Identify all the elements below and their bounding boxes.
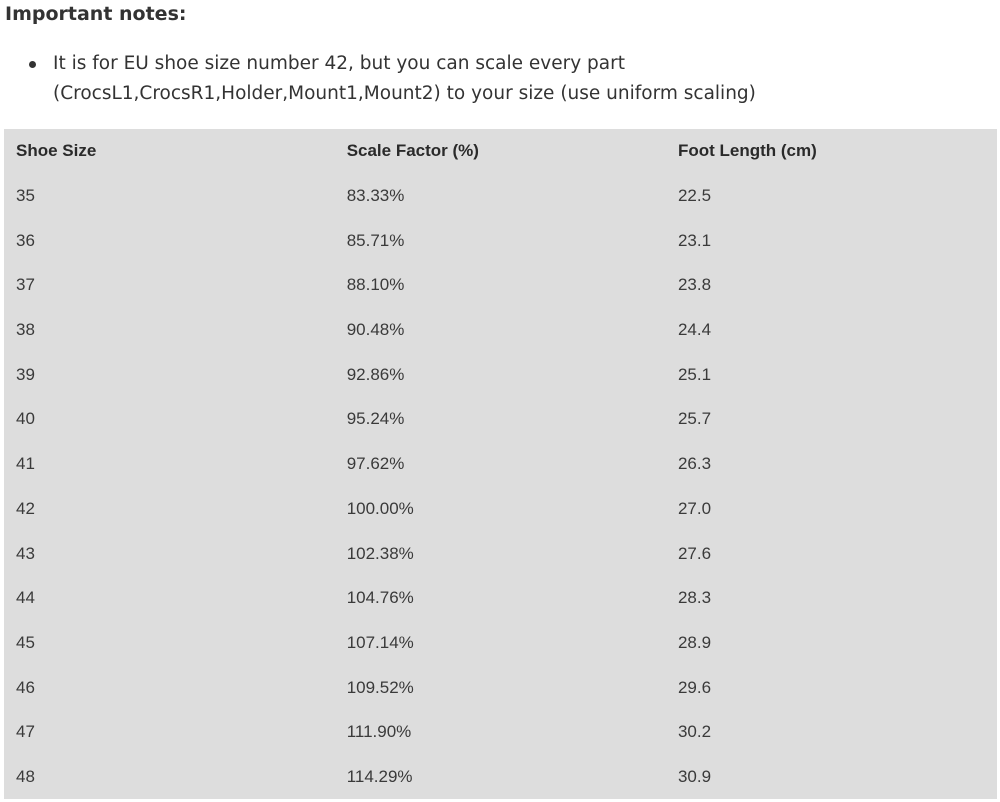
cell-shoe-size: 35 [16, 186, 35, 206]
cell-foot-length: 22.5 [677, 186, 712, 206]
cell-shoe-size: 45 [16, 632, 35, 652]
cell-foot-length: 28.9 [677, 632, 712, 652]
cell-shoe-size: 37 [16, 275, 35, 295]
notes-title: Important notes: [5, 3, 187, 25]
table-row: 38 90.48% 24.4 [4, 308, 997, 353]
cell-shoe-size: 46 [16, 677, 35, 697]
table-row: 37 88.10% 23.8 [4, 263, 997, 308]
cell-foot-length: 25.1 [677, 364, 712, 384]
cell-scale-factor: 92.86% [346, 364, 405, 384]
table-row: 35 83.33% 22.5 [4, 174, 997, 219]
cell-foot-length: 23.1 [677, 230, 712, 250]
cell-shoe-size: 40 [16, 409, 35, 429]
cell-shoe-size: 42 [16, 498, 35, 518]
table-row: 46 109.52% 29.6 [4, 665, 997, 710]
table-row: 44 104.76% 28.3 [4, 576, 997, 621]
cell-shoe-size: 48 [16, 766, 35, 786]
table-row: 45 107.14% 28.9 [4, 621, 997, 666]
cell-shoe-size: 38 [16, 320, 35, 340]
header-foot-length: Foot Length (cm) [677, 141, 817, 161]
cell-foot-length: 27.0 [677, 498, 712, 518]
table-row: 39 92.86% 25.1 [4, 352, 997, 397]
cell-shoe-size: 41 [16, 454, 35, 474]
cell-scale-factor: 90.48% [346, 320, 405, 340]
header-scale-factor: Scale Factor (%) [346, 141, 479, 161]
cell-scale-factor: 109.52% [346, 677, 414, 697]
table-row: 47 111.90% 30.2 [4, 710, 997, 755]
table-row: 41 97.62% 26.3 [4, 442, 997, 487]
cell-shoe-size: 47 [16, 722, 35, 742]
cell-shoe-size: 36 [16, 230, 35, 250]
cell-foot-length: 23.8 [677, 275, 712, 295]
header-shoe-size: Shoe Size [16, 141, 97, 161]
cell-scale-factor: 83.33% [346, 186, 405, 206]
cell-scale-factor: 104.76% [346, 588, 414, 608]
cell-scale-factor: 100.00% [346, 498, 414, 518]
cell-foot-length: 30.2 [677, 722, 712, 742]
cell-scale-factor: 107.14% [346, 632, 414, 652]
table-row: 36 85.71% 23.1 [4, 218, 997, 263]
cell-foot-length: 30.9 [677, 766, 712, 786]
table-row: 40 95.24% 25.7 [4, 397, 997, 442]
shoe-size-table: Shoe Size Scale Factor (%) Foot Length (… [4, 129, 997, 800]
cell-scale-factor: 111.90% [346, 722, 412, 742]
cell-foot-length: 24.4 [677, 320, 712, 340]
cell-scale-factor: 88.10% [346, 275, 405, 295]
cell-shoe-size: 44 [16, 588, 35, 608]
cell-scale-factor: 114.29% [346, 766, 413, 786]
cell-scale-factor: 95.24% [346, 409, 405, 429]
cell-foot-length: 27.6 [677, 543, 712, 563]
notes-list: It is for EU shoe size number 42, but yo… [0, 49, 998, 109]
cell-foot-length: 25.7 [677, 409, 712, 429]
table-row: 42 100.00% 27.0 [4, 487, 997, 532]
cell-foot-length: 28.3 [677, 588, 712, 608]
note-item: It is for EU shoe size number 42, but yo… [29, 49, 998, 109]
cell-shoe-size: 39 [16, 364, 35, 384]
cell-scale-factor: 97.62% [346, 454, 405, 474]
cell-scale-factor: 102.38% [346, 543, 414, 563]
cell-foot-length: 26.3 [677, 454, 712, 474]
table-header-row: Shoe Size Scale Factor (%) Foot Length (… [4, 129, 997, 174]
cell-scale-factor: 85.71% [346, 230, 405, 250]
cell-shoe-size: 43 [16, 543, 35, 563]
table-row: 48 114.29% 30.9 [4, 755, 997, 800]
table-row: 43 102.38% 27.6 [4, 531, 997, 576]
cell-foot-length: 29.6 [677, 677, 712, 697]
